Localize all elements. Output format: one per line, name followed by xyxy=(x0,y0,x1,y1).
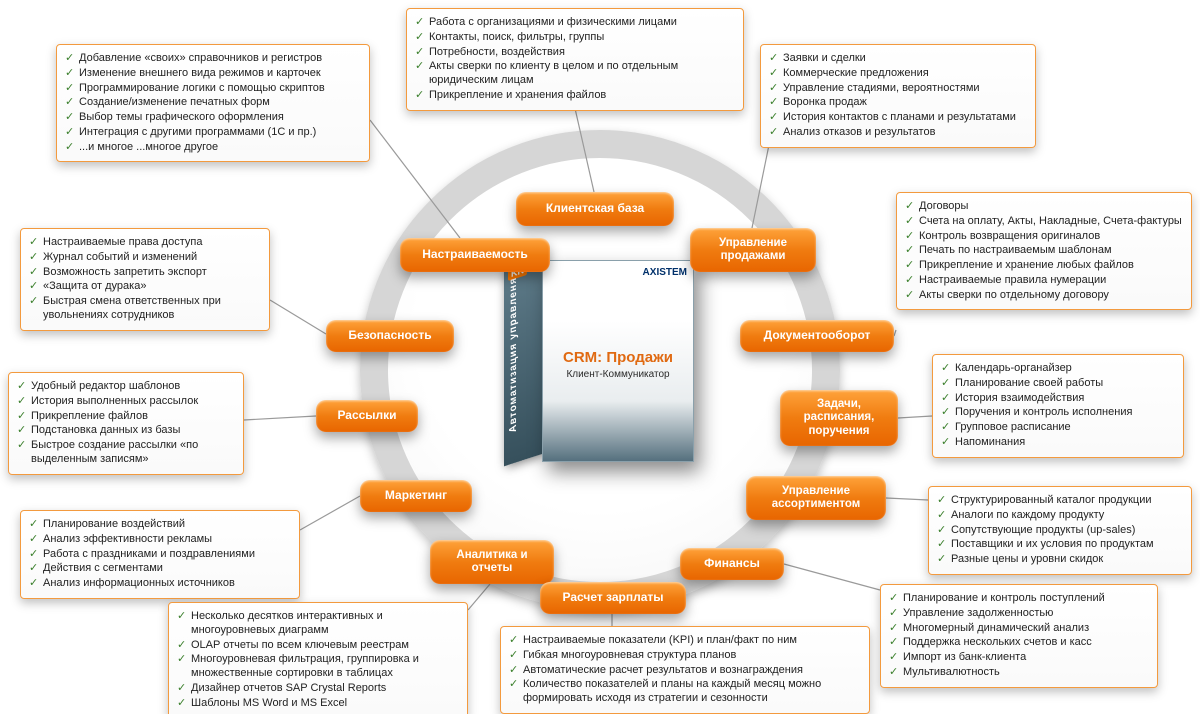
product-box-front: AXISTEM CRM: Продажи Клиент-Коммуникатор xyxy=(542,260,694,462)
callout-zarplata: Настраиваемые показатели (KPI) и план/фа… xyxy=(500,626,870,714)
callout-item: «Защита от дурака» xyxy=(29,280,261,294)
node-zadachi: Задачи, расписания, поручения xyxy=(780,390,898,446)
node-doc: Документооборот xyxy=(740,320,894,352)
product-side-label: Автоматизация управленя xyxy=(508,275,519,434)
callout-item: Поручения и контроль исполнения xyxy=(941,406,1175,420)
callout-item: Настраиваемые показатели (KPI) и план/фа… xyxy=(509,634,861,648)
callout-item: Шаблоны MS Word и MS Excel xyxy=(177,697,459,711)
callout-item: Поставщики и их условия по продуктам xyxy=(937,538,1183,552)
callout-item: OLAP отчеты по всем ключевым реестрам xyxy=(177,639,459,653)
callout-item: Журнал событий и изменений xyxy=(29,251,261,265)
callout-item: Разные цены и уровни скидок xyxy=(937,553,1183,567)
callout-item: Календарь-органайзер xyxy=(941,362,1175,376)
callout-item: Импорт из банк-клиента xyxy=(889,651,1149,665)
product-box-side: KK Автоматизация управленя xyxy=(504,254,542,466)
callout-nastroi: Добавление «своих» справочников и регист… xyxy=(56,44,370,162)
node-finansy: Финансы xyxy=(680,548,784,580)
callout-item: Управление задолженностью xyxy=(889,607,1149,621)
callout-item: Счета на оплату, Акты, Накладные, Счета-… xyxy=(905,215,1183,229)
product-subtitle: Клиент-Коммуникатор xyxy=(543,369,693,380)
callout-item: Воронка продаж xyxy=(769,96,1027,110)
callout-item: Акты сверки по отдельному договору xyxy=(905,289,1183,303)
node-bezop: Безопасность xyxy=(326,320,454,352)
callout-item: Быстрое создание рассылки «по выделенным… xyxy=(17,439,235,467)
callout-item: Прикрепление и хранение любых файлов xyxy=(905,259,1183,273)
callout-item: Настраиваемые правила нумерации xyxy=(905,274,1183,288)
callout-item: Контакты, поиск, фильтры, группы xyxy=(415,31,735,45)
node-nastroi: Настраиваемость xyxy=(400,238,550,272)
callout-assort: Структурированный каталог продукцииАнало… xyxy=(928,486,1192,575)
callout-item: Прикрепление и хранения файлов xyxy=(415,89,735,103)
callout-item: Действия с сегментами xyxy=(29,562,291,576)
callout-item: Изменение внешнего вида режимов и карточ… xyxy=(65,67,361,81)
callout-item: Групповое расписание xyxy=(941,421,1175,435)
callout-item: Гибкая многоуровневая структура планов xyxy=(509,649,861,663)
callout-item: Поддержка нескольких счетов и касс xyxy=(889,636,1149,650)
callout-item: Создание/изменение печатных форм xyxy=(65,96,361,110)
callout-item: Управление стадиями, вероятностями xyxy=(769,82,1027,96)
callout-item: Потребности, воздействия xyxy=(415,46,735,60)
callout-upravl_prod: Заявки и сделкиКоммерческие предложенияУ… xyxy=(760,44,1036,148)
callout-item: Планирование воздействий xyxy=(29,518,291,532)
callout-item: Напоминания xyxy=(941,436,1175,450)
callout-finansy: Планирование и контроль поступленийУправ… xyxy=(880,584,1158,688)
callout-item: Многоуровневая фильтрация, группировка и… xyxy=(177,653,459,681)
callout-item: Планирование и контроль поступлений xyxy=(889,592,1149,606)
callout-item: Автоматические расчет результатов и возн… xyxy=(509,664,861,678)
product-logo: AXISTEM xyxy=(643,267,687,278)
callout-item: Настраиваемые права доступа xyxy=(29,236,261,250)
node-zarplata: Расчет зарплаты xyxy=(540,582,686,614)
callout-item: Структурированный каталог продукции xyxy=(937,494,1183,508)
callout-item: Анализ эффективности рекламы xyxy=(29,533,291,547)
callout-item: Прикрепление файлов xyxy=(17,410,235,424)
node-marketing: Маркетинг xyxy=(360,480,472,512)
node-assort: Управление ассортиментом xyxy=(746,476,886,520)
callout-item: Несколько десятков интерактивных и много… xyxy=(177,610,459,638)
callout-bezop: Настраиваемые права доступаЖурнал событи… xyxy=(20,228,270,331)
node-rassylki: Рассылки xyxy=(316,400,418,432)
callout-item: История контактов с планами и результата… xyxy=(769,111,1027,125)
callout-item: Многомерный динамический анализ xyxy=(889,622,1149,636)
callout-item: Работа с праздниками и поздравлениями xyxy=(29,548,291,562)
callout-item: Возможность запретить экспорт xyxy=(29,266,261,280)
node-upravl_prod: Управление продажами xyxy=(690,228,816,272)
callout-item: Дизайнер отчетов SAP Crystal Reports xyxy=(177,682,459,696)
callout-rassylki: Удобный редактор шаблоновИстория выполне… xyxy=(8,372,244,475)
callout-item: Заявки и сделки xyxy=(769,52,1027,66)
callout-item: Интеграция с другими программами (1С и п… xyxy=(65,126,361,140)
callout-item: Планирование своей работы xyxy=(941,377,1175,391)
callout-item: Контроль возвращения оригиналов xyxy=(905,230,1183,244)
callout-item: Акты сверки по клиенту в целом и по отде… xyxy=(415,60,735,88)
callout-item: Печать по настраиваемым шаблонам xyxy=(905,244,1183,258)
callout-item: Сопутствующие продукты (up-sales) xyxy=(937,524,1183,538)
callout-item: Коммерческие предложения xyxy=(769,67,1027,81)
callout-marketing: Планирование воздействийАнализ эффективн… xyxy=(20,510,300,599)
node-analitika: Аналитика и отчеты xyxy=(430,540,554,584)
callout-item: Договоры xyxy=(905,200,1183,214)
callout-item: История выполненных рассылок xyxy=(17,395,235,409)
callout-item: Аналоги по каждому продукту xyxy=(937,509,1183,523)
callout-item: Программирование логики с помощью скрипт… xyxy=(65,82,361,96)
callout-klient_baza: Работа с организациями и физическими лиц… xyxy=(406,8,744,111)
callout-item: ...и многое ...многое другое xyxy=(65,141,361,155)
callout-zadachi: Календарь-органайзерПланирование своей р… xyxy=(932,354,1184,458)
callout-item: Подстановка данных из базы xyxy=(17,424,235,438)
callout-item: Мультивалютность xyxy=(889,666,1149,680)
callout-analitika: Несколько десятков интерактивных и много… xyxy=(168,602,468,714)
node-klient_baza: Клиентская база xyxy=(516,192,674,226)
callout-item: Удобный редактор шаблонов xyxy=(17,380,235,394)
callout-item: Добавление «своих» справочников и регист… xyxy=(65,52,361,66)
callout-item: Быстрая смена ответственных при увольнен… xyxy=(29,295,261,323)
callout-doc: ДоговорыСчета на оплату, Акты, Накладные… xyxy=(896,192,1192,310)
callout-item: Анализ отказов и результатов xyxy=(769,126,1027,140)
product-title: CRM: Продажи xyxy=(543,349,693,366)
callout-item: Количество показателей и планы на каждый… xyxy=(509,678,861,706)
diagram-stage: KK Автоматизация управленя AXISTEM CRM: … xyxy=(0,0,1200,714)
callout-item: Выбор темы графического оформления xyxy=(65,111,361,125)
callout-item: Анализ информационных источников xyxy=(29,577,291,591)
callout-item: История взаимодействия xyxy=(941,392,1175,406)
callout-item: Работа с организациями и физическими лиц… xyxy=(415,16,735,30)
